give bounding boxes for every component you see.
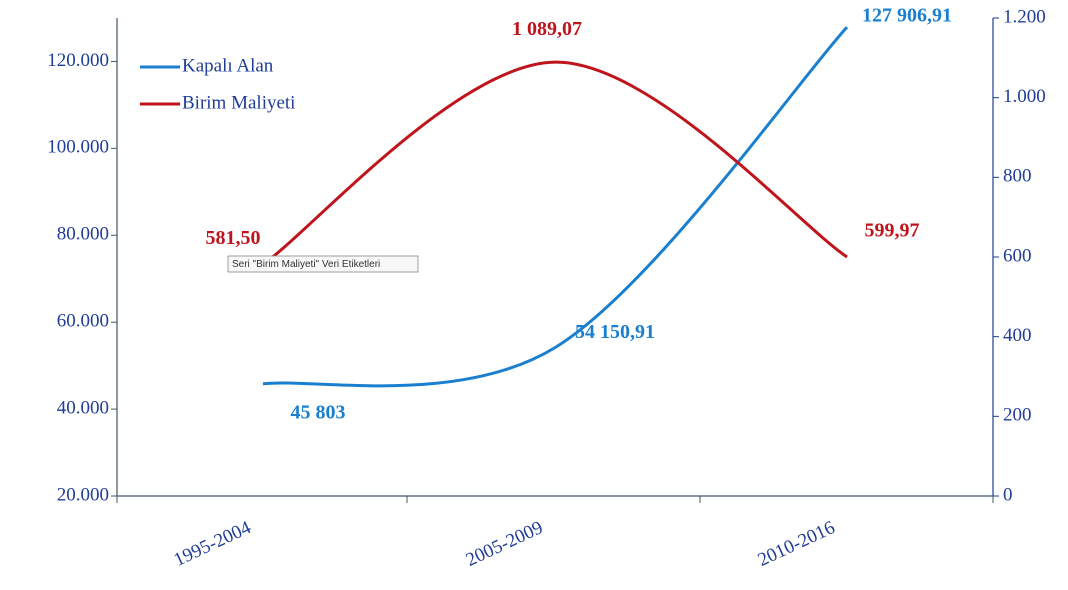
y2-tick-label: 800 [1003,166,1032,187]
data-label: 599,97 [865,220,920,242]
data-label: 127 906,91 [862,5,952,27]
y-tick-label: 80.000 [57,224,109,245]
y-tick-label: 40.000 [57,397,109,418]
series-line [262,60,848,266]
legend-label: Kapalı Alan [182,55,274,76]
y2-tick-label: 1.200 [1003,6,1046,27]
y2-tick-label: 400 [1003,325,1032,346]
x-tick-label: 2005-2009 [463,517,546,571]
tooltip-box [227,255,419,273]
data-label: 1 089,07 [512,18,582,40]
data-label: 45 803 [291,401,346,423]
tooltip: Seri "Birim Maliyeti" Veri Etiketleri [232,259,380,270]
y-tick-label: 100.000 [47,137,109,158]
y2-tick-label: 600 [1003,245,1032,266]
y2-tick-label: 200 [1003,405,1032,426]
y2-tick-label: 1.000 [1003,86,1046,107]
y-tick-label: 60.000 [57,311,109,332]
y2-tick-label: 0 [1003,484,1013,505]
legend-label: Birim Maliyeti [182,92,295,113]
data-label: 54 150,91 [575,321,655,343]
x-tick-label: 1995-2004 [171,517,255,571]
x-tick-label: 2010-2016 [755,517,838,571]
data-label: 581,50 [206,227,261,249]
y-tick-label: 20.000 [57,484,109,505]
y-tick-label: 120.000 [47,50,109,71]
series-line [262,26,849,388]
